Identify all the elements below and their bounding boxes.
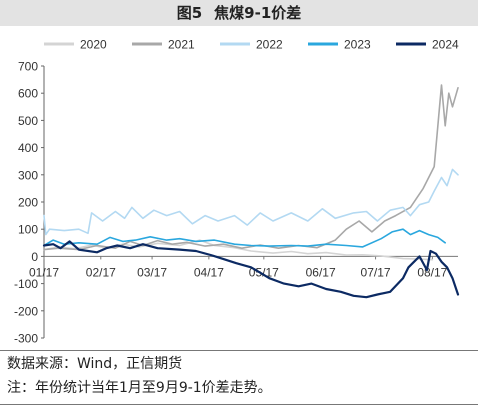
x-tick-label: 03/17 xyxy=(137,265,167,279)
legend-label-2022: 2022 xyxy=(256,38,283,52)
series-line-2023 xyxy=(43,228,447,248)
x-tick-label: 01/17 xyxy=(29,265,59,279)
x-tick-label: 07/17 xyxy=(361,265,391,279)
x-tick-label: 06/17 xyxy=(306,265,336,279)
divider-bottom xyxy=(0,404,478,405)
y-tick-label: 100 xyxy=(18,223,38,237)
x-tick-label: 05/17 xyxy=(249,265,279,279)
divider-top xyxy=(0,350,478,351)
source-note-label: 数据来源： xyxy=(7,356,77,372)
figure-number: 图5 xyxy=(176,4,203,22)
y-tick-label: 600 xyxy=(18,87,38,101)
legend-label-2024: 2024 xyxy=(432,38,459,52)
series-line-2020 xyxy=(43,239,434,261)
x-tick-label: 08/17 xyxy=(417,265,447,279)
figure-title-bar: 图5 焦煤9-1价差 xyxy=(0,0,478,26)
chart-area: 2020 2021 2022 2023 2024 -300 -200 -100 0 100 200 3… xyxy=(14,38,460,346)
series-line-2022 xyxy=(43,168,459,236)
source-note: 数据来源：Wind，正信期货 xyxy=(7,353,182,373)
remark-note: 注：年份统计当年1月至9月9-1价差走势。 xyxy=(7,377,272,397)
legend-label-2020: 2020 xyxy=(80,38,107,52)
series-line-2024 xyxy=(42,240,460,299)
y-tick-label: 200 xyxy=(18,196,38,210)
y-tick-label: 400 xyxy=(18,141,38,155)
remark-label: 注： xyxy=(7,380,35,396)
y-tick-label: -100 xyxy=(14,277,38,291)
source-note-text: Wind，正信期货 xyxy=(77,356,183,372)
x-tick-label: 04/17 xyxy=(194,265,224,279)
figure-title: 焦煤9-1价差 xyxy=(214,4,302,22)
x-tick-label: 02/17 xyxy=(86,265,116,279)
legend-label-2023: 2023 xyxy=(344,38,371,52)
y-tick-label: 700 xyxy=(18,60,38,74)
y-tick-label: 500 xyxy=(18,114,38,128)
y-tick-label: 300 xyxy=(18,168,38,182)
series-line-2021 xyxy=(43,84,459,251)
y-tick-label: -200 xyxy=(14,304,38,318)
legend-label-2021: 2021 xyxy=(168,38,195,52)
y-tick-label: -300 xyxy=(14,332,38,346)
y-tick-label: 0 xyxy=(31,250,38,264)
remark-text: 年份统计当年1月至9月9-1价差走势。 xyxy=(35,380,272,396)
